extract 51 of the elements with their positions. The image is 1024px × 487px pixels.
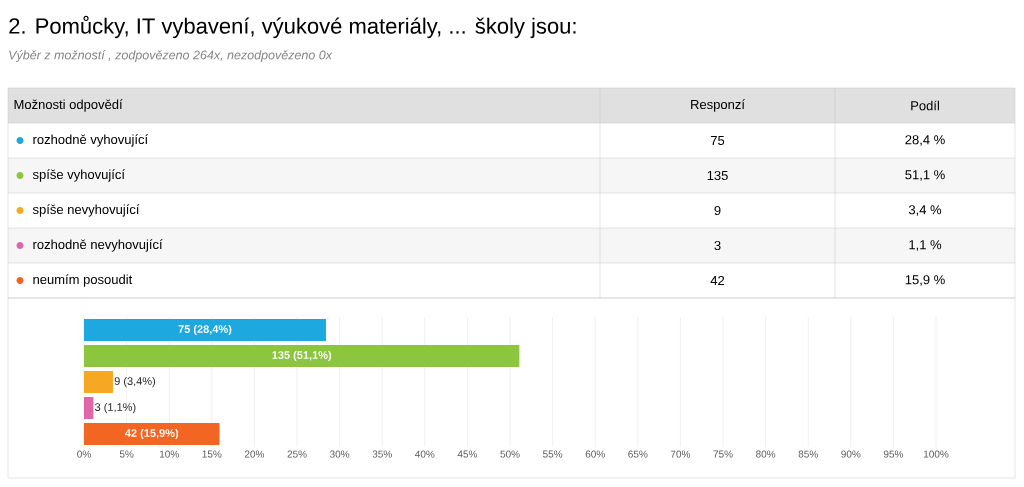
x-tick-label: 65% — [628, 450, 648, 458]
bar — [84, 345, 520, 367]
text: rozhodně vyhovující — [33, 134, 149, 147]
text: Responzí — [691, 99, 745, 112]
text: 15,9 % — [905, 275, 945, 286]
chart-title: 2. Pomůcky, IT vybavení, výukové materiály, ... školy jsou: — [9, 15, 576, 39]
text: neumím posoudit — [33, 274, 133, 287]
x-tick-label: 90% — [841, 450, 861, 458]
x-tick-label: 100% — [923, 450, 949, 458]
x-tick-label: 20% — [244, 450, 265, 458]
text: 51,1 % — [905, 170, 945, 181]
x-tick-label: 30% — [329, 450, 350, 458]
x-tick-label: 5% — [119, 450, 134, 458]
text: Podíl — [911, 100, 939, 111]
text: 75 — [710, 135, 725, 146]
x-tick-label: 80% — [756, 450, 776, 458]
text: 9 — [714, 205, 721, 216]
x-tick-label: 25% — [287, 450, 307, 458]
x-tick-label: 70% — [670, 450, 691, 458]
text: 28,4 % — [905, 135, 945, 146]
text: 135 — [707, 170, 728, 181]
x-tick-label: 75% — [713, 450, 733, 458]
x-tick-label: 40% — [415, 450, 435, 458]
x-tick-label: 85% — [798, 450, 818, 458]
text: 3,4 % — [908, 205, 942, 216]
chart-subtitle: Výběr z možností , zodpovězeno 264x, nezodpovězeno 0x — [9, 50, 333, 62]
data-label: 135 (51,1%) — [272, 350, 332, 362]
x-tick-label: 95% — [883, 450, 904, 458]
x-tick-label: 45% — [457, 450, 478, 458]
x-tick-label: 0% — [77, 450, 91, 458]
data-label: 3 (1,1%) — [95, 402, 136, 414]
data-label: 42 (15,9%) — [125, 428, 179, 440]
text: spíše nevyhovující — [32, 204, 140, 217]
bar — [84, 397, 94, 419]
text: spíše vyhovující — [32, 169, 125, 182]
bar — [84, 319, 326, 341]
data-label: 9 (3,4%) — [114, 376, 156, 388]
text: Možnosti odpovědí — [14, 99, 123, 112]
x-tick-label: 35% — [372, 450, 392, 458]
x-tick-label: 60% — [585, 450, 605, 458]
text: rozhodně nevyhovující — [33, 239, 163, 252]
x-tick-label: 10% — [159, 450, 179, 458]
text: 3 — [714, 240, 721, 251]
text: 42 — [710, 275, 725, 286]
data-label: 75 (28,4%) — [178, 324, 232, 336]
bar — [84, 371, 113, 393]
bar — [84, 423, 220, 446]
x-tick-label: 15% — [202, 450, 222, 458]
x-tick-label: 55% — [543, 450, 563, 458]
text: 1,1 % — [909, 240, 942, 251]
x-tick-label: 50% — [500, 450, 520, 458]
